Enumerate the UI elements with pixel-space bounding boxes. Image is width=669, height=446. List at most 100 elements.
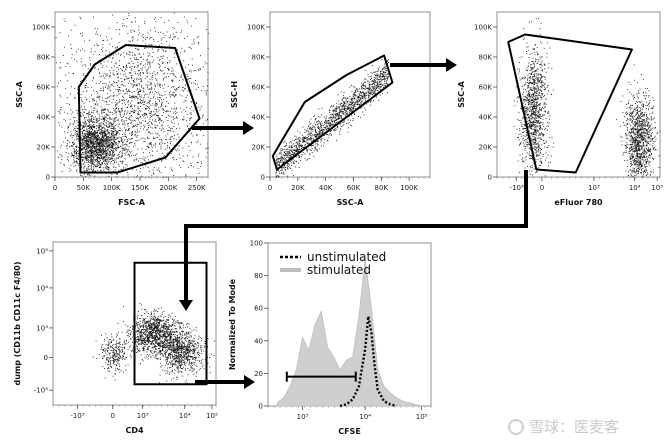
event-dot <box>291 146 293 148</box>
event-dot <box>117 73 119 75</box>
event-dot <box>352 93 354 95</box>
event-dot <box>81 131 83 133</box>
event-dot <box>87 141 89 143</box>
event-dot <box>173 72 175 74</box>
event-dot <box>114 136 116 138</box>
event-dot <box>129 72 131 74</box>
event-dot <box>114 144 116 146</box>
event-dot <box>89 151 91 153</box>
event-dot <box>99 145 100 147</box>
event-dot <box>132 107 134 109</box>
event-dot <box>74 134 76 136</box>
event-dot <box>154 91 156 92</box>
event-dot <box>166 145 168 146</box>
event-dot <box>103 132 105 134</box>
event-dot <box>322 131 324 132</box>
event-dot <box>333 113 335 115</box>
event-dot <box>303 138 305 140</box>
event-dot <box>279 162 281 164</box>
event-dot <box>64 74 66 76</box>
event-dot <box>91 160 93 162</box>
event-dot <box>207 147 209 149</box>
event-dot <box>83 148 85 150</box>
event-dot <box>310 127 312 129</box>
event-dot <box>183 16 185 18</box>
event-dot <box>97 44 99 46</box>
event-dot <box>286 159 288 161</box>
event-dot <box>119 114 121 116</box>
event-dot <box>176 63 178 65</box>
event-dot <box>350 106 352 108</box>
event-dot <box>97 161 99 162</box>
event-dot <box>173 95 175 97</box>
event-dot <box>302 142 304 144</box>
event-dot <box>111 139 113 141</box>
event-dot <box>122 99 124 101</box>
event-dot <box>347 106 349 108</box>
event-dot <box>338 118 340 120</box>
event-dot <box>279 165 281 167</box>
event-dot <box>133 111 135 113</box>
event-dot <box>115 148 117 150</box>
event-dot <box>136 67 138 69</box>
event-dot <box>82 131 84 133</box>
event-dot <box>308 139 310 141</box>
event-dot <box>81 153 83 155</box>
event-dot <box>111 142 112 144</box>
event-dot <box>191 82 192 84</box>
event-dot <box>185 175 187 177</box>
event-dot <box>107 117 109 119</box>
event-dot <box>76 93 78 95</box>
event-dot <box>167 62 169 63</box>
event-dot <box>115 149 117 150</box>
event-dot <box>161 139 163 141</box>
event-dot <box>157 116 159 118</box>
event-dot <box>345 105 347 107</box>
event-dot <box>94 137 96 139</box>
event-dot <box>317 120 319 122</box>
event-dot <box>105 142 107 144</box>
event-dot <box>117 68 119 70</box>
event-dot <box>87 167 89 169</box>
event-dot <box>104 141 106 143</box>
event-dot <box>385 83 387 85</box>
event-dot <box>331 124 332 126</box>
event-dot <box>129 51 131 53</box>
event-dot <box>302 147 304 149</box>
event-dot <box>149 72 151 74</box>
event-dot <box>84 106 86 108</box>
event-dot <box>137 91 139 93</box>
event-dot <box>149 101 151 103</box>
event-dot <box>139 115 141 117</box>
event-dot <box>111 174 113 176</box>
event-dot <box>102 139 103 141</box>
event-dot <box>120 138 122 140</box>
event-dot <box>70 146 72 148</box>
event-dot <box>158 169 160 171</box>
event-dot <box>291 151 293 153</box>
event-dot <box>131 111 133 113</box>
event-dot <box>362 98 364 99</box>
event-dot <box>73 161 75 163</box>
event-dot <box>89 142 91 144</box>
event-dot <box>156 150 158 152</box>
event-dot <box>310 118 312 120</box>
event-dot <box>201 89 203 91</box>
event-dot <box>129 96 130 98</box>
event-dot <box>286 145 288 146</box>
event-dot <box>83 147 85 149</box>
event-dot <box>334 121 336 122</box>
event-dot <box>332 117 334 119</box>
event-dot <box>317 136 319 138</box>
event-dot <box>95 153 97 155</box>
event-dot <box>84 124 86 126</box>
event-dot <box>130 139 132 141</box>
event-dot <box>121 108 122 110</box>
event-dot <box>364 88 366 90</box>
event-dot <box>73 73 74 74</box>
event-dot <box>82 152 83 153</box>
event-dot <box>315 143 317 145</box>
event-dot <box>93 129 95 131</box>
event-dot <box>348 116 350 118</box>
event-dot <box>179 153 180 155</box>
